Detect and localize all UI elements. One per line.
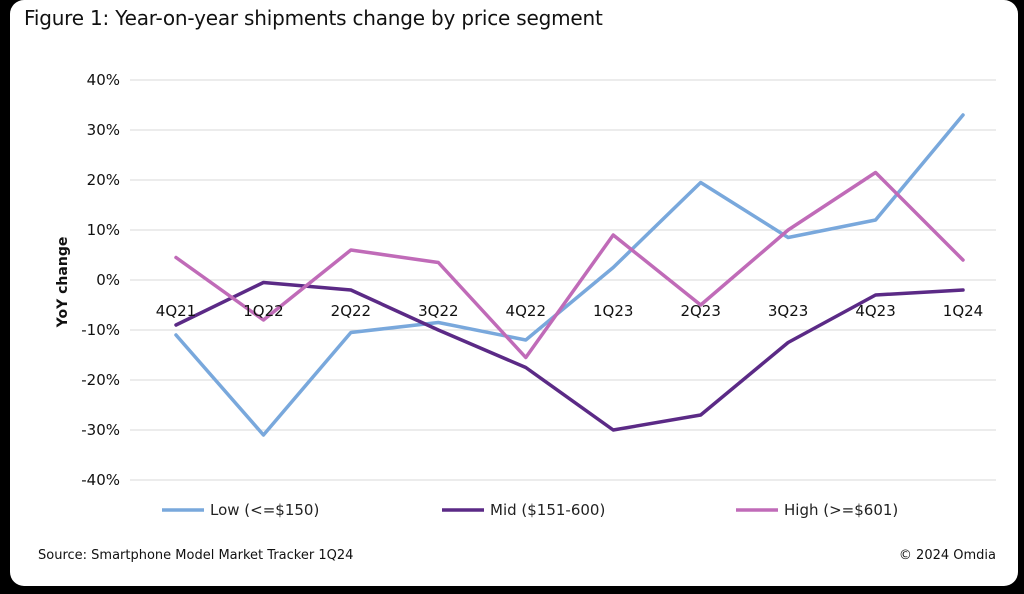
figure-title: Figure 1: Year-on-year shipments change … [24, 6, 603, 30]
y-tick-label: 40% [87, 71, 120, 89]
x-tick-label: 4Q21 [156, 302, 196, 320]
legend-label: Low (<=$150) [210, 501, 319, 519]
x-axis-ticks: 4Q21 1Q22 2Q22 3Q22 4Q22 1Q23 2Q23 3Q23 4Q23 1Q24 [156, 302, 983, 320]
grid-lines [130, 79, 996, 481]
y-tick-label: 20% [87, 171, 120, 189]
series-lines [174, 113, 965, 437]
series-line-0 [174, 113, 965, 437]
x-tick-label: 4Q22 [506, 302, 546, 320]
y-tick-label: -10% [81, 321, 120, 339]
x-tick-label: 3Q23 [768, 302, 808, 320]
legend-label: High (>=$601) [784, 501, 898, 519]
figure-card: Figure 1: Year-on-year shipments change … [10, 0, 1018, 586]
x-tick-label: 4Q23 [855, 302, 895, 320]
y-tick-label: 10% [87, 221, 120, 239]
y-tick-label: -40% [81, 471, 120, 489]
x-tick-label: 3Q22 [418, 302, 458, 320]
y-axis-label: YoY change [55, 237, 71, 329]
legend: Low (<=$150) Mid ($151-600) High (>=$601) [162, 501, 898, 519]
source-note: Source: Smartphone Model Market Tracker … [38, 548, 354, 563]
x-tick-label: 1Q23 [593, 302, 633, 320]
x-tick-label: 1Q22 [243, 302, 283, 320]
x-tick-label: 2Q23 [680, 302, 720, 320]
line-chart: 40% 30% 20% 10% 0% -10% -20% -30% -40% YoY chang… [55, 71, 996, 519]
y-tick-label: 0% [96, 271, 120, 289]
x-tick-label: 1Q24 [943, 302, 983, 320]
y-axis-ticks: 40% 30% 20% 10% 0% -10% -20% -30% -40% [81, 71, 120, 489]
legend-label: Mid ($151-600) [490, 501, 605, 519]
x-tick-label: 2Q22 [331, 302, 371, 320]
series-line-2 [174, 170, 965, 360]
copyright-note: © 2024 Omdia [898, 548, 996, 563]
y-tick-label: -30% [81, 421, 120, 439]
y-tick-label: 30% [87, 121, 120, 139]
y-tick-label: -20% [81, 371, 120, 389]
